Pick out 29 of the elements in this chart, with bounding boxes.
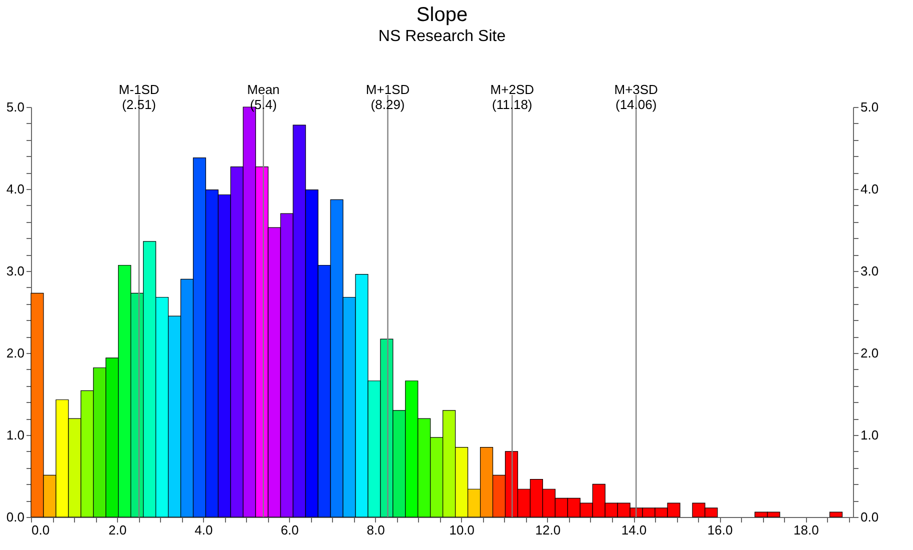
x-tick-label: 14.0 [621, 522, 647, 538]
y-tick-label: 3.0 [6, 264, 24, 278]
x-tick-label: 12.0 [535, 522, 561, 538]
x-tick-label: 6.0 [280, 522, 299, 538]
y-tick-label: 4.0 [6, 182, 24, 196]
ref-line-label: M-1SD (2.51) [118, 82, 160, 112]
x-tick-label: 16.0 [707, 522, 733, 538]
x-tick-label: 0.0 [32, 522, 50, 538]
y-tick-label: 0.0 [6, 510, 24, 524]
y2-tick-label: 1.0 [860, 428, 879, 442]
x-tick-label: 2.0 [108, 522, 127, 538]
chart-subtitle: NS Research Site [378, 28, 506, 45]
y2-tick-label: 4.0 [860, 182, 879, 196]
ref-line-label: M+2SD (11.18) [490, 82, 534, 112]
x-tick-label: 10.0 [449, 522, 475, 538]
y2-tick-label: 5.0 [860, 100, 879, 114]
ref-line-label: M+3SD (14.06) [614, 82, 658, 112]
x-tick-label: 8.0 [366, 522, 385, 538]
y-tick-label: 5.0 [6, 100, 24, 114]
y-tick-label: 2.0 [6, 346, 24, 360]
y-tick-label: 1.0 [6, 428, 24, 442]
y2-tick-label: 3.0 [860, 264, 879, 278]
y2-tick-label: 0.0 [860, 510, 879, 524]
y2-tick-label: 2.0 [860, 346, 879, 360]
x-tick-label: 18.0 [794, 522, 819, 538]
chart-title: Slope [416, 4, 468, 26]
ref-line-label: Mean (5.4) [247, 82, 280, 112]
x-tick-label: 4.0 [194, 522, 213, 538]
ref-line-label: M+1SD (8.29) [366, 82, 410, 112]
